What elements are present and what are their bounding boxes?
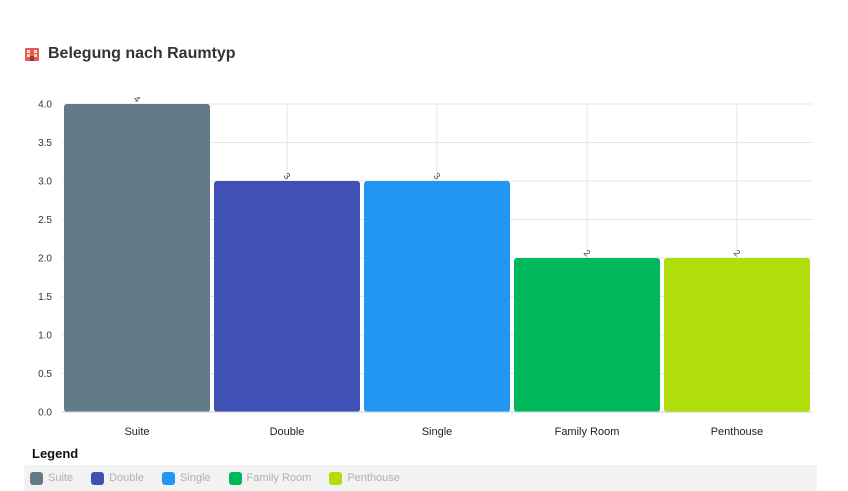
x-tick-label: Penthouse bbox=[711, 426, 764, 438]
legend-swatch bbox=[91, 471, 105, 485]
legend-item[interactable]: Single bbox=[161, 471, 211, 485]
y-tick-label: 3.0 bbox=[38, 177, 52, 188]
legend-label: Single bbox=[179, 472, 211, 484]
legend-swatch bbox=[30, 471, 43, 485]
data-label: 2 bbox=[732, 248, 743, 259]
chart-title: Belegung nach Raumtyp bbox=[48, 45, 236, 62]
data-label: 2 bbox=[582, 248, 593, 259]
bar bbox=[214, 181, 360, 412]
bar bbox=[664, 258, 810, 412]
x-tick-label: Double bbox=[270, 426, 305, 438]
bar-chart: 0.0 0.5 1.0 1.5 2.0 2.5 3.0 3.5 4.0 4 Suite 3 Double… bbox=[38, 94, 812, 438]
legend-swatch bbox=[329, 471, 343, 485]
legend-label: Family Room bbox=[246, 472, 312, 484]
x-tick-label: Family Room bbox=[555, 426, 620, 438]
legend: Suite Double Single Family Room Penthouse bbox=[24, 465, 817, 491]
legend-item[interactable]: Family Room bbox=[228, 471, 312, 485]
bar bbox=[514, 258, 660, 412]
legend-label: Penthouse bbox=[347, 472, 400, 484]
y-tick-label: 0.0 bbox=[38, 408, 52, 419]
y-tick-label: 1.5 bbox=[38, 292, 52, 303]
y-tick-label: 1.0 bbox=[38, 331, 52, 342]
y-tick-label: 3.5 bbox=[38, 138, 52, 149]
bar bbox=[64, 104, 210, 412]
chart-title-row: Belegung nach Raumtyp bbox=[24, 45, 236, 63]
data-label: 3 bbox=[432, 171, 443, 182]
y-tick-label: 2.0 bbox=[38, 254, 52, 265]
x-tick-label: Suite bbox=[124, 426, 149, 438]
y-tick-label: 0.5 bbox=[38, 369, 52, 380]
x-tick-label: Single bbox=[422, 426, 453, 438]
y-tick-label: 4.0 bbox=[38, 100, 52, 111]
legend-item[interactable]: Double bbox=[91, 471, 144, 485]
legend-item[interactable]: Suite bbox=[30, 471, 74, 485]
legend-swatch bbox=[228, 471, 242, 485]
legend-swatch bbox=[161, 471, 175, 485]
hotel-icon bbox=[24, 46, 40, 62]
legend-title: Legend bbox=[32, 446, 79, 461]
legend-label: Double bbox=[109, 472, 144, 484]
bar bbox=[364, 181, 510, 412]
legend-item[interactable]: Penthouse bbox=[329, 471, 400, 485]
data-label: 3 bbox=[282, 171, 293, 182]
legend-label: Suite bbox=[48, 472, 74, 484]
data-label: 4 bbox=[132, 94, 143, 105]
y-tick-label: 2.5 bbox=[38, 215, 52, 226]
